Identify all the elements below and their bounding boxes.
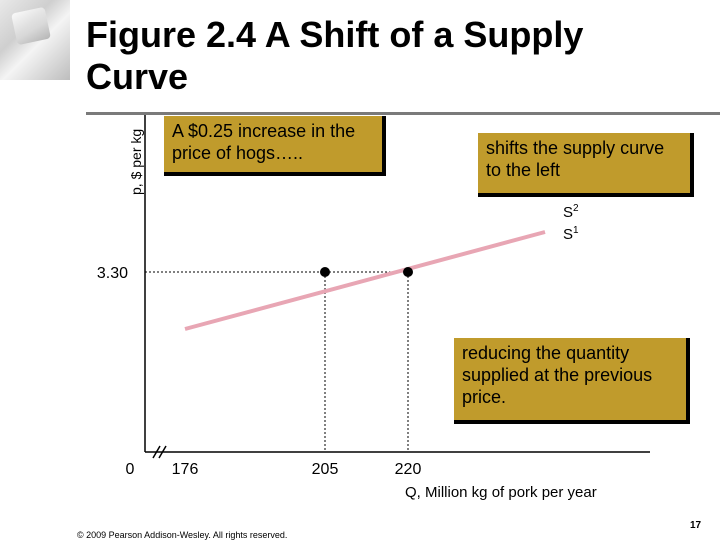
x-axis-label: Q, Million kg of pork per year xyxy=(405,484,597,501)
copyright-footer: © 2009 Pearson Addison-Wesley. All right… xyxy=(77,530,288,540)
callout-reduce-quantity: reducing the quantity supplied at the pr… xyxy=(454,338,690,424)
title-divider xyxy=(86,112,720,115)
y-tick-label-330: 3.30 xyxy=(97,265,128,282)
x-tick-label-220: 220 xyxy=(395,461,422,478)
equilibrium-point-220 xyxy=(403,267,413,277)
decorative-cube-image xyxy=(0,0,70,80)
callout-price-increase: A $0.25 increase in the price of hogs….. xyxy=(164,116,386,176)
supply-curve-s1 xyxy=(184,230,546,331)
equilibrium-point-205 xyxy=(320,267,330,277)
page-number: 17 xyxy=(690,520,702,531)
x-tick-label-205: 205 xyxy=(312,461,339,478)
curve-label-s2: S2 xyxy=(563,203,579,221)
x-tick-label-0: 0 xyxy=(126,461,135,478)
curve-label-s1: S1 xyxy=(563,225,579,243)
callout-shift-left: shifts the supply curve to the left xyxy=(478,133,694,197)
figure-title: Figure 2.4 A Shift of a Supply Curve xyxy=(86,14,584,97)
x-tick-label-176: 176 xyxy=(172,461,199,478)
axis-break-mark-1 xyxy=(152,445,161,459)
axis-break-mark-2 xyxy=(158,445,167,459)
